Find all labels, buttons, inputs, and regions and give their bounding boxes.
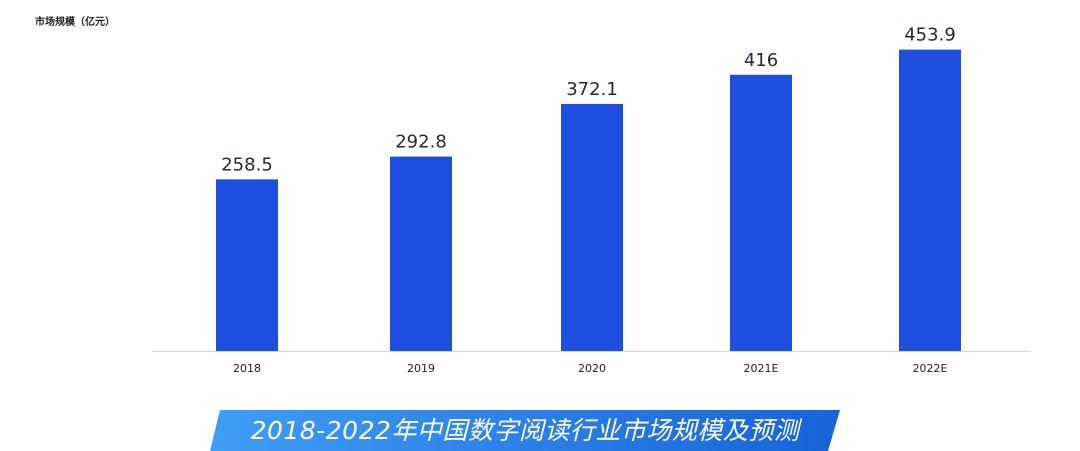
x-tick-labels-layer: 2018 2019 2020 2021E 2022E bbox=[233, 362, 948, 375]
value-labels-layer: 258.5 292.8 372.1 416 453.9 bbox=[221, 25, 956, 176]
value-label-2020: 372.1 bbox=[566, 79, 618, 100]
x-tick-label-2018: 2018 bbox=[233, 362, 261, 375]
bar-2021E bbox=[730, 74, 792, 351]
bar-2020 bbox=[561, 103, 623, 351]
value-label-2022E: 453.9 bbox=[904, 25, 956, 46]
x-tick-label-2021E: 2021E bbox=[744, 362, 779, 375]
value-label-2018: 258.5 bbox=[221, 154, 273, 175]
y-axis-unit-label: 市场规模（亿元） bbox=[35, 17, 115, 28]
bar-2019 bbox=[390, 156, 452, 351]
bar-2018 bbox=[216, 179, 278, 351]
value-label-2021E: 416 bbox=[744, 50, 778, 71]
bars-layer bbox=[216, 49, 961, 351]
bar-2022E bbox=[899, 49, 961, 351]
chart-title: 2018-2022年中国数字阅读行业市场规模及预测 bbox=[250, 416, 800, 445]
x-tick-label-2022E: 2022E bbox=[913, 362, 948, 375]
value-label-2019: 292.8 bbox=[395, 132, 447, 153]
title-banner-shape bbox=[210, 410, 840, 451]
x-tick-label-2020: 2020 bbox=[578, 362, 606, 375]
x-tick-label-2019: 2019 bbox=[407, 362, 435, 375]
title-banner: 2018-2022年中国数字阅读行业市场规模及预测 bbox=[210, 410, 840, 451]
